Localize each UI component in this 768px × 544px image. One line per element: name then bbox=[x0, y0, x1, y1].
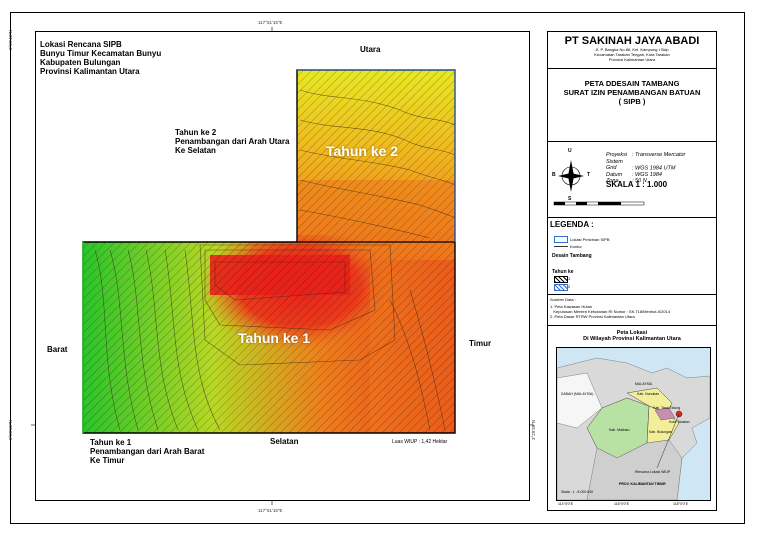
year1-line-3: Ke Timur bbox=[90, 456, 125, 465]
scale-bar bbox=[553, 201, 645, 206]
coord-right-bottom: 3°29'35"N bbox=[531, 419, 536, 440]
projection-key: Sistem Grid bbox=[606, 158, 623, 172]
projection-key: Proyeksi bbox=[606, 152, 628, 158]
inset-label-tana-tidung: Kab. Tana Tidung bbox=[653, 406, 681, 410]
inset-label-wiup: Rencana Lokasi WIUP bbox=[635, 470, 671, 474]
projection-key: Zona bbox=[606, 178, 619, 184]
map-title-3: ( SIPB ) bbox=[618, 97, 646, 106]
company-name: PT SAKINAH JAYA ABADI bbox=[564, 35, 700, 47]
direction-south: Selatan bbox=[270, 437, 299, 446]
year2-line-2: Penambangan dari Arah Utara bbox=[175, 137, 290, 146]
inset-lon-3: 118°0'0"E bbox=[673, 502, 689, 506]
address-line-2: Kecamatan Tarakan Tengah, Kota Tarakan bbox=[594, 52, 670, 57]
source-title: Sumber Data : bbox=[550, 297, 576, 302]
coord-top: 117°51'15"E bbox=[258, 20, 283, 25]
source-line-1: 1. Peta Kawasan Hutan bbox=[550, 304, 593, 309]
year-swatch-2 bbox=[554, 284, 568, 291]
projection-value: : Transverse Mercator bbox=[632, 152, 686, 158]
year-swatch-2-label: 2 bbox=[568, 284, 571, 289]
area-note: Luas WIUP : 1,42 Hektar bbox=[392, 439, 448, 445]
year-title: Tahun ke bbox=[552, 269, 574, 275]
compass-icon bbox=[558, 160, 584, 192]
address-line-1: Jl. P. Bangka No.86, Kel. Kampung I Skip bbox=[595, 47, 669, 52]
year2-big-label: Tahun ke 2 bbox=[326, 143, 399, 159]
map-title-2: SURAT IZIN PENAMBANGAN BATUAN bbox=[563, 88, 701, 97]
compass-w: B bbox=[552, 172, 556, 178]
year1-note: Tahun ke 1 Penambangan dari Arah Barat K… bbox=[90, 438, 204, 465]
location-line-4: Provinsi Kalimantan Utara bbox=[40, 67, 140, 76]
inset-block: Peta Lokasi Di Wilayah Provinsi Kalimant… bbox=[548, 326, 716, 515]
scale-text: SKALA 1 : 1.000 bbox=[606, 180, 668, 189]
year1-line-1: Tahun ke 1 bbox=[90, 438, 132, 447]
source-block: Sumber Data : 1. Peta Kawasan Hutan Kepu… bbox=[548, 295, 716, 326]
projection-value: : WGS 1984 bbox=[632, 171, 662, 178]
location-line-2: Bunyu Timur Kecamatan Bunyu bbox=[40, 49, 162, 58]
inset-label-sabah: SABAH (MALAYSIA) bbox=[561, 392, 594, 396]
coord-left-bottom: 3°29'35"N bbox=[8, 419, 13, 440]
inset-title-2: Di Wilayah Provinsi Kalimantan Utara bbox=[583, 336, 681, 342]
company-block: PT SAKINAH JAYA ABADI Jl. P. Bangka No.8… bbox=[548, 35, 716, 69]
direction-west: Barat bbox=[47, 345, 68, 354]
projection-key: Datum bbox=[606, 171, 623, 178]
inset-scale: Skala : 1 : 8.000.000 bbox=[561, 490, 594, 494]
year2-line-3: Ke Selatan bbox=[175, 146, 216, 155]
inset-label-kaltim: PROV. KALIMANTAN TIMUR bbox=[619, 482, 666, 486]
year2-note: Tahun ke 2 Penambangan dari Arah Utara K… bbox=[175, 128, 289, 155]
year-swatch-1 bbox=[554, 276, 568, 283]
compass-e: T bbox=[587, 172, 591, 178]
inset-map-graphic bbox=[557, 357, 710, 500]
projection-value: : 50 N bbox=[632, 178, 647, 184]
legend-title: LEGENDA : bbox=[550, 220, 594, 229]
legend-block: LEGENDA : Lokasi Perizinan SIPB Kontur D… bbox=[548, 218, 716, 295]
projection-list: Proyeksi : Transverse Mercator Sistem Gri… bbox=[606, 152, 685, 185]
address-line-3: Provinsi Kalimantan Utara bbox=[608, 57, 656, 62]
coord-bottom: 117°51'15"E bbox=[258, 508, 283, 513]
projection-row: Sistem Grid : WGS 1984 UTM bbox=[606, 159, 685, 172]
projection-row: Datum : WGS 1984 bbox=[606, 172, 685, 179]
compass-n: U bbox=[568, 148, 572, 154]
map-title-block: PETA DDESAIN TAMBANG SURAT IZIN PENAMBAN… bbox=[548, 69, 716, 142]
projection-block: U S B T Proyeksi : Transverse Mercator Si… bbox=[548, 142, 716, 218]
inset-label-malaysia: MALAYSIA bbox=[635, 382, 653, 386]
inset-title-1: Peta Lokasi bbox=[616, 330, 648, 336]
legend-item-boundary-label: Lokasi Perizinan SIPB bbox=[570, 237, 610, 242]
legend-panel: PT SAKINAH JAYA ABADI Jl. P. Bangka No.8… bbox=[547, 31, 717, 511]
inset-label-nunukan: Kab. Nunukan bbox=[637, 392, 660, 396]
source-line-3: 2. Peta Dasar RTRW Provinsi Kalimantan U… bbox=[550, 314, 635, 319]
outer-frame bbox=[10, 12, 745, 524]
year2-line-1: Tahun ke 2 bbox=[175, 128, 217, 137]
inset-lon-1: 114°0'0"E bbox=[558, 502, 574, 506]
projection-row: Proyeksi : Transverse Mercator bbox=[606, 152, 685, 159]
map-title-1: PETA DDESAIN TAMBANG bbox=[584, 79, 680, 88]
year1-big-label: Tahun ke 1 bbox=[238, 330, 311, 346]
coord-left-top: 3°29'40"N bbox=[8, 29, 13, 50]
legend-item-boundary bbox=[554, 236, 568, 243]
year1-line-2: Penambangan dari Arah Barat bbox=[90, 447, 205, 456]
inset-label-bulungan: Kab. Bulungan bbox=[649, 430, 672, 434]
projection-row: Zona : 50 N bbox=[606, 178, 685, 185]
legend-item-contour bbox=[554, 246, 568, 247]
legend-item-contour-label: Kontur bbox=[570, 244, 582, 249]
location-title-block: Lokasi Rencana SIPB Bunyu Timur Kecamata… bbox=[40, 40, 161, 76]
location-line-3: Kabupaten Bulungan bbox=[40, 58, 121, 67]
projection-value: : WGS 1984 UTM bbox=[632, 165, 676, 171]
inset-lon-2: 116°0'0"E bbox=[614, 502, 630, 506]
year-swatch-1-label: 1 bbox=[568, 276, 571, 281]
inset-label-tarakan: Kota Tarakan bbox=[669, 420, 690, 424]
source-line-2: Keputusan Menteri Kehutanan RI Nomor : S… bbox=[550, 309, 671, 314]
inset-map: MALAYSIA Kab. Malinau Kab. Nunukan Kab. … bbox=[556, 347, 711, 501]
design-title: Desain Tambang bbox=[552, 253, 592, 259]
inset-label-malinau: Kab. Malinau bbox=[609, 428, 630, 432]
direction-east: Timur bbox=[469, 339, 492, 348]
location-line-1: Lokasi Rencana SIPB bbox=[40, 40, 122, 49]
direction-north: Utara bbox=[360, 45, 381, 54]
compass-s: S bbox=[568, 196, 572, 202]
